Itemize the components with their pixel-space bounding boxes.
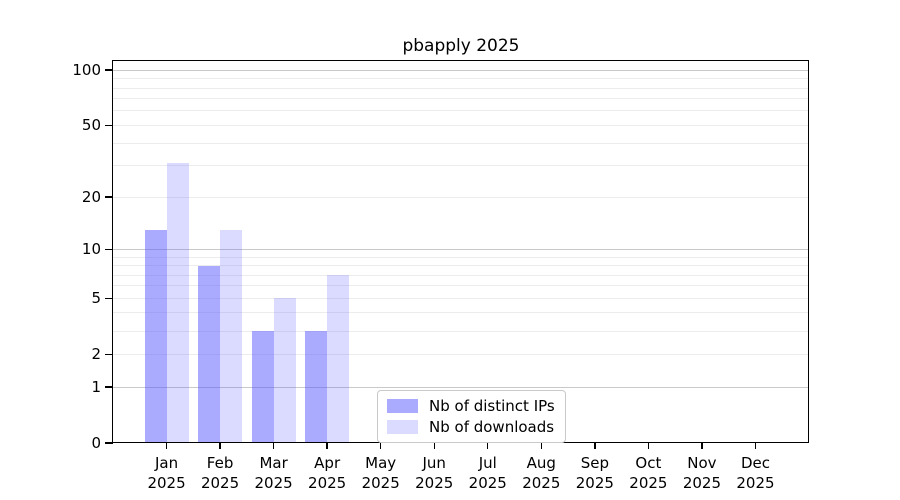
x-tick-month: May [365,454,397,472]
y-tick-mark [105,124,113,127]
x-tick-label: Apr 2025 [297,453,357,493]
legend-swatch-icon [387,420,418,434]
legend-entry: Nb of distinct IPs [387,397,555,415]
x-tick-mark [326,443,328,449]
x-tick-label: Jul 2025 [458,453,518,493]
y-tick-mark [105,353,113,355]
x-tick-label: Feb 2025 [190,453,250,493]
x-tick-year: 2025 [522,474,561,492]
legend-entry: Nb of downloads [387,418,555,436]
y-tick-mark [105,196,113,198]
x-tick-year: 2025 [415,474,454,492]
x-tick-year: 2025 [308,474,347,492]
x-tick-mark [433,443,435,449]
bar-downloads [166,163,189,443]
grid-line-minor [113,124,809,126]
x-tick-year: 2025 [200,474,240,492]
x-tick-mark [701,443,703,449]
x-tick-month: Dec [740,454,770,472]
x-tick-year: 2025 [629,474,668,492]
x-tick-month: Mar [259,454,288,472]
x-tick-mark [647,443,650,449]
y-tick-label: 20 [81,188,101,207]
x-tick-label: Dec 2025 [725,453,785,493]
y-tick-label: 1 [91,378,101,396]
x-tick-mark [219,443,221,449]
x-tick-month: Jan [154,454,179,472]
y-tick-label: 0 [91,434,101,452]
bar-downloads [273,298,296,443]
legend-label: Nb of downloads [429,418,555,436]
legend-label: Nb of distinct IPs [429,397,555,415]
x-tick-month: Jun [422,454,446,472]
x-tick-month: Aug [526,454,556,472]
x-tick-year: 2025 [575,474,614,492]
x-tick-label: Mar 2025 [244,453,304,493]
grid-line-minor [113,78,809,80]
x-tick-month: Nov [687,454,717,472]
bar-downloads [327,275,350,443]
x-tick-month: Feb [206,454,234,472]
y-tick-mark [105,297,113,299]
y-tick-label: 5 [91,289,101,308]
y-tick-label: 10 [81,240,101,259]
grid-line-minor [113,256,809,258]
grid-line-minor [113,165,809,167]
y-tick-mark [105,386,113,388]
x-tick-month: Jul [478,454,497,472]
bar-distinct-ips [305,331,328,443]
x-tick-month: Sep [580,454,609,472]
x-tick-label: Jun 2025 [404,453,464,493]
x-tick-mark [594,443,596,449]
x-tick-month: Oct [635,454,662,472]
bar-distinct-ips [144,229,167,443]
grid-line-major [113,69,809,71]
x-tick-mark [379,443,382,449]
y-tick-label: 100 [72,61,101,80]
y-tick-mark [105,442,113,444]
legend-swatch-icon [387,399,418,413]
x-tick-label: Aug 2025 [511,453,571,493]
x-tick-mark [754,443,757,449]
bar-downloads [220,229,243,443]
x-tick-year: 2025 [682,474,722,492]
x-tick-year: 2025 [736,474,775,492]
x-tick-label: Nov 2025 [672,453,732,493]
grid-line-major [113,248,809,250]
grid-line-minor [113,196,809,198]
x-tick-year: 2025 [468,474,507,492]
y-tick-label: 2 [91,345,101,364]
grid-line-minor [113,142,809,144]
x-tick-year: 2025 [361,474,400,492]
x-tick-mark [165,443,168,449]
grid-line-minor [113,98,809,100]
legend: Nb of distinct IPs Nb of downloads [377,390,566,443]
x-tick-label: Sep 2025 [565,453,625,493]
x-tick-label: Oct 2025 [618,453,678,493]
x-tick-mark [272,443,275,449]
x-tick-mark [540,443,542,449]
y-tick-label: 50 [81,116,101,135]
x-tick-month: Apr [314,454,341,472]
x-tick-label: Jan 2025 [137,453,197,493]
x-tick-mark [487,443,489,449]
y-tick-mark [105,69,113,71]
bar-distinct-ips [198,265,221,443]
bar-distinct-ips [251,331,274,443]
grid-line-minor [113,87,809,89]
x-tick-label: May 2025 [351,453,411,493]
x-tick-year: 2025 [254,474,293,492]
y-tick-mark [105,248,113,250]
grid-line-minor [113,110,809,112]
chart-title: pbapply 2025 [402,36,520,56]
x-tick-year: 2025 [147,474,186,492]
